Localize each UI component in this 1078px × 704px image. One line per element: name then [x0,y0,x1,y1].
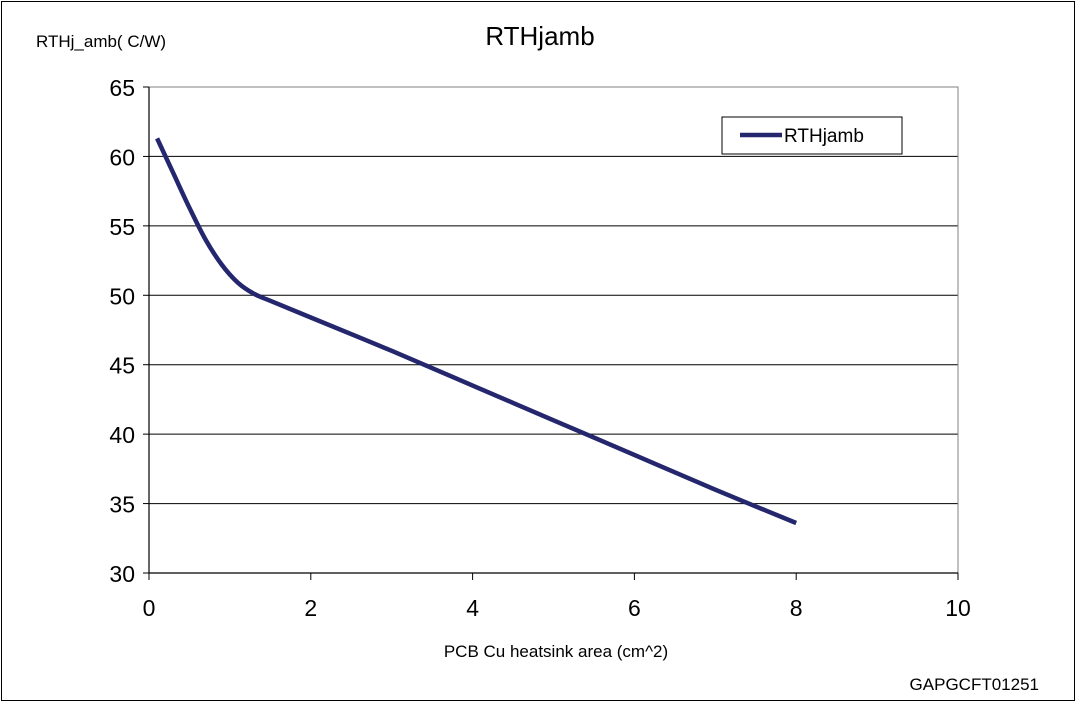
y-tick-label: 60 [109,144,135,170]
y-tick-label: 55 [109,214,135,240]
x-tick-label: 10 [945,595,971,621]
y-tick-label: 65 [109,75,135,101]
chart-title: RTHjamb [485,21,594,51]
y-tick-label: 40 [109,422,135,448]
y-axis-label: RTHj_amb( C/W) [36,32,166,51]
x-tick-label: 2 [304,595,317,621]
y-tick-label: 35 [109,492,135,518]
y-tick-label: 50 [109,283,135,309]
y-tick-label: 30 [109,561,135,587]
x-tick-label: 0 [143,595,156,621]
series-line-0 [155,137,798,526]
legend: RTHjamb [721,116,903,155]
x-tick-label: 8 [790,595,803,621]
x-tick-label: 6 [628,595,641,621]
x-tick-label: 4 [466,595,479,621]
y-tick-label: 45 [109,353,135,379]
plot-area [148,86,959,574]
x-axis-label: PCB Cu heatsink area (cm^2) [444,642,668,661]
figure-id: GAPGCFT01251 [910,675,1039,694]
legend-label: RTHjamb [784,126,864,147]
